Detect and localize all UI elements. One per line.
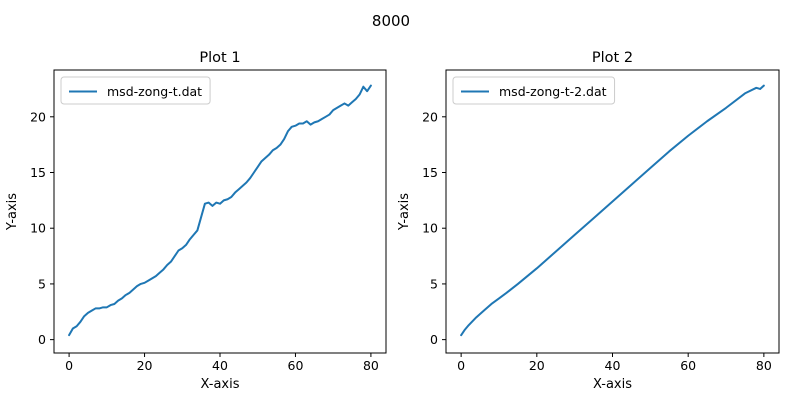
y-tick-label: 5 xyxy=(430,276,438,291)
y-tick-label: 20 xyxy=(422,109,438,124)
series-line-1 xyxy=(68,84,372,337)
x-tick-label: 20 xyxy=(137,358,153,373)
x-tick-label: 40 xyxy=(605,358,621,373)
panels: Plot 1 0 20 40 60 80 0 5 10 15 20 X-axis Y-axis msd-z… xyxy=(5,50,780,392)
y-tick-label: 0 xyxy=(38,332,46,347)
x-tick-label: 60 xyxy=(288,358,304,373)
legend: msd-zong-t-2.dat xyxy=(452,76,616,105)
y-tick-label: 20 xyxy=(30,109,46,124)
chart-title: Plot 1 xyxy=(199,50,240,66)
legend-label: msd-zong-t.dat xyxy=(107,84,202,99)
y-tick-label: 10 xyxy=(30,221,46,236)
y-axis-label: Y-axis xyxy=(397,193,412,231)
x-tick-label: 0 xyxy=(65,358,73,373)
legend-box xyxy=(452,76,616,105)
series-line-1 xyxy=(460,84,765,337)
y-tick-label: 15 xyxy=(30,165,46,180)
figure-suptitle: 8000 xyxy=(372,12,410,30)
chart-panel-1: Plot 1 0 20 40 60 80 0 5 10 15 20 X-axis Y-axis msd-z… xyxy=(5,50,387,392)
legend: msd-zong-t.dat xyxy=(60,76,211,105)
legend-box xyxy=(60,76,211,105)
x-tick-label: 80 xyxy=(363,358,379,373)
legend-label: msd-zong-t-2.dat xyxy=(499,84,607,99)
x-tick-label: 40 xyxy=(212,358,228,373)
x-tick-label: 20 xyxy=(529,358,545,373)
x-axis-label: X-axis xyxy=(593,377,632,392)
chart-panel-2: Plot 2 0 20 40 60 80 0 5 10 15 20 X-axis Y-axis msd-z… xyxy=(397,50,780,392)
chart-title: Plot 2 xyxy=(592,50,633,66)
y-tick-label: 5 xyxy=(38,276,46,291)
y-tick-label: 15 xyxy=(422,165,438,180)
x-tick-label: 80 xyxy=(756,358,772,373)
x-axis-label: X-axis xyxy=(201,377,240,392)
y-tick-label: 0 xyxy=(430,332,438,347)
y-tick-label: 10 xyxy=(422,221,438,236)
y-axis-label: Y-axis xyxy=(5,193,20,231)
x-tick-label: 0 xyxy=(457,358,465,373)
x-tick-label: 60 xyxy=(680,358,696,373)
